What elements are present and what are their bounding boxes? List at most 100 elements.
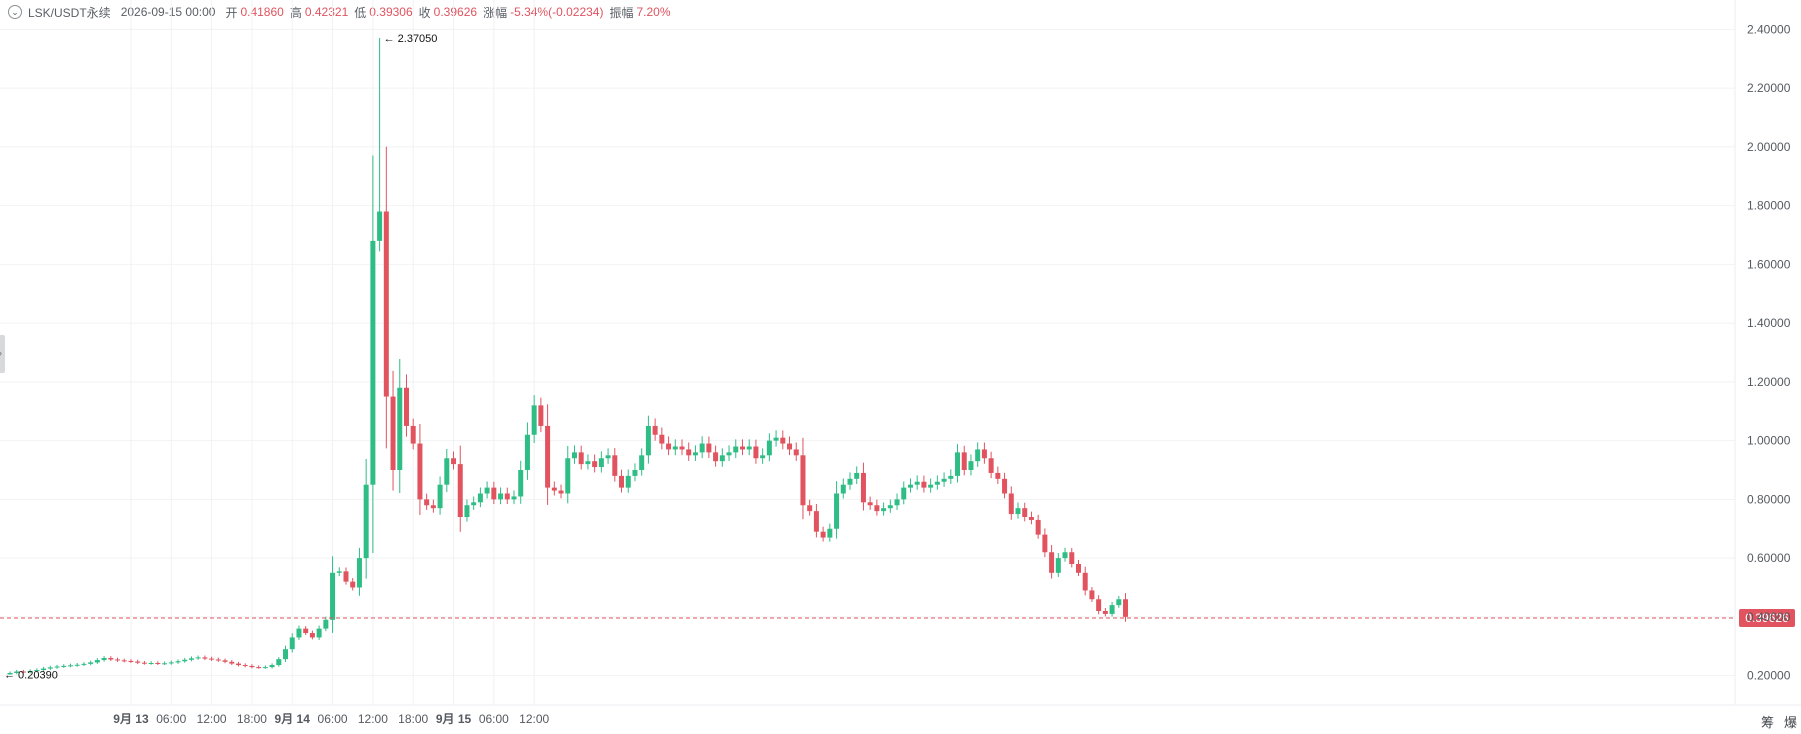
candle-body [766,440,772,456]
candle [256,665,262,669]
candle-body [639,455,645,470]
candle [766,433,772,462]
candle [686,442,692,461]
candle-body [585,461,591,465]
candle [881,502,887,516]
candle-body [981,449,987,459]
candle-body [1109,605,1115,614]
candle-body [363,484,369,559]
candle-body [518,470,524,497]
amplitude-value: 7.20% [636,5,671,19]
open-label: 开 [225,5,238,20]
candle-body [907,484,913,488]
candle [571,445,577,464]
candle [565,445,571,504]
candle-body [551,487,557,491]
candle [679,439,685,456]
candle-body [840,484,846,494]
candle [94,658,100,664]
time-axis[interactable]: 9月 13 06:00 12:00 18:00 9月 14 06:00 12:00 18:00… [113,712,549,726]
candle-body [1075,564,1081,573]
candle [397,358,403,494]
price-tick-label: 1.40000 [1747,316,1791,330]
candle [309,630,315,640]
low-value: 0.39306 [369,5,413,19]
candle-datetime: 2026-09-15 00:00 [120,5,216,19]
change-value: -5.34%(-0.02234) [510,5,604,19]
candle [739,439,745,456]
candle [1089,587,1095,602]
last-price-badge [1739,608,1795,627]
candle [464,499,470,522]
last-price-line: 0.39626 [0,608,1795,627]
candle-body [1069,552,1075,564]
left-panel-handle[interactable]: › [0,335,5,373]
candle-body [296,628,302,638]
candle-body [1062,552,1068,559]
candle-body [283,649,289,660]
candle [262,665,268,669]
change-label: 涨幅 [483,5,508,20]
candle [585,454,591,470]
candle-body [679,446,685,450]
candle [558,484,564,499]
candle-body [188,658,194,660]
candle-body [592,461,598,468]
candle [907,478,913,493]
time-tick-label: 06:00 [479,712,509,726]
candle [1015,502,1021,519]
candle-body [356,558,362,588]
candle-body [168,662,174,664]
candle-body [807,505,813,512]
candle-body [323,619,329,629]
candle [356,547,362,596]
time-tick-label: 9月 14 [275,712,311,726]
candle [20,669,26,674]
candle [894,493,900,510]
candle-body [135,661,141,663]
price-tick-label: 0.40000 [1747,610,1791,624]
candle [283,645,289,662]
collapse-toggle-icon[interactable]: ⌄ [8,5,22,19]
candle [645,415,651,464]
liquidation-button[interactable]: 爆 [1783,715,1797,730]
candle [672,439,678,456]
candle-body [511,496,517,500]
candle [1042,528,1048,558]
candle-body [121,660,127,662]
candle-body [67,665,73,667]
candle-body [7,672,13,675]
candle [101,656,107,662]
candle-body [410,425,416,444]
time-tick-label: 12:00 [197,712,227,726]
candle [377,38,383,252]
candle [477,487,483,508]
candle [504,487,510,505]
price-axis[interactable]: 2.40000 2.20000 2.00000 1.80000 1.60000 1.400… [1747,22,1791,682]
candle-body [81,663,87,665]
candle-body [524,434,530,470]
time-tick-label: 9月 13 [113,712,149,726]
candle [195,655,201,660]
chevron-right-icon: › [0,348,2,358]
candle-body [652,425,658,435]
candle [451,451,457,470]
candle-body [988,458,994,473]
candle [54,664,60,669]
candle-body [316,628,322,638]
candle-body [417,443,423,500]
symbol-name[interactable]: LSK/USDT永续 [28,5,111,20]
candle [1082,566,1088,596]
candle [14,669,20,675]
candle-body [1028,517,1034,520]
candle-body [800,455,806,506]
candle [699,436,705,459]
min-price-marker: ← 0.20390 [4,669,58,681]
candle-body [477,493,483,503]
candle-body [827,528,833,538]
candle-body [309,633,315,638]
candle-body [457,464,463,517]
chip-distribution-button[interactable]: 筹 [1760,715,1774,730]
candle-body [1049,552,1055,573]
